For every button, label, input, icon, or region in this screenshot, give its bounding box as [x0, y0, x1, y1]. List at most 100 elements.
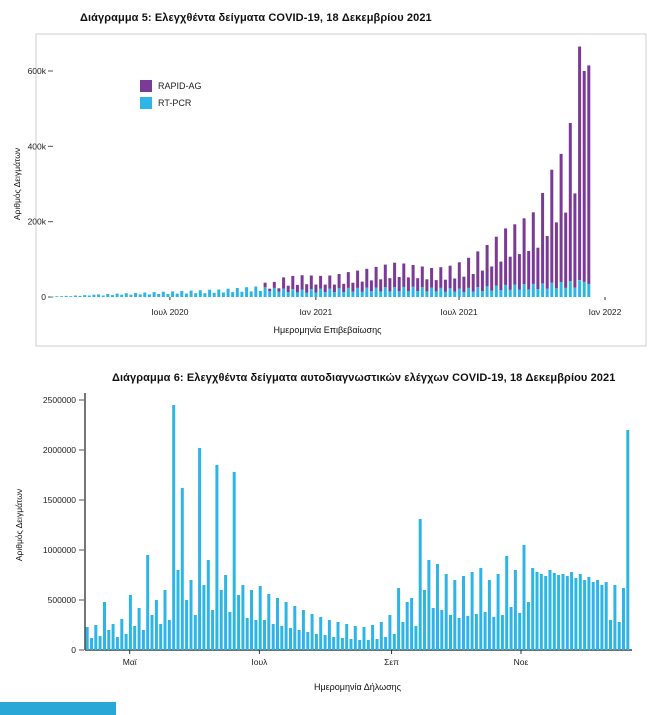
bar-samples — [453, 580, 457, 650]
bar-rt-pcr — [531, 283, 535, 297]
bar-rt-pcr — [536, 289, 540, 297]
bar-rt-pcr — [314, 292, 318, 297]
bar-rapid-ag — [476, 251, 480, 288]
bar-rt-pcr — [184, 293, 188, 297]
bar-rt-pcr — [134, 292, 138, 297]
bar-samples — [353, 626, 357, 650]
bar-rt-pcr — [527, 289, 531, 297]
bar-rapid-ag — [578, 46, 582, 280]
bar-rt-pcr — [480, 291, 484, 297]
bar-rapid-ag — [467, 257, 471, 288]
bar-rt-pcr — [110, 295, 114, 297]
bar-rt-pcr — [309, 289, 313, 297]
bar-rapid-ag — [328, 275, 332, 289]
bar-rapid-ag — [527, 251, 531, 290]
bar-samples — [600, 585, 604, 650]
bar-rt-pcr — [120, 294, 124, 297]
bar-rt-pcr — [249, 291, 253, 297]
bar-rt-pcr — [69, 296, 73, 297]
bar-rt-pcr — [573, 287, 577, 297]
bar-samples — [604, 582, 608, 650]
y-tick-label: 400k — [28, 141, 47, 151]
bar-samples — [133, 626, 137, 650]
bar-rapid-ag — [504, 228, 508, 285]
bar-samples — [509, 607, 513, 650]
bar-samples — [457, 618, 461, 650]
bar-rt-pcr — [545, 288, 549, 297]
bar-samples — [613, 585, 617, 650]
bar-rt-pcr — [286, 292, 290, 297]
bar-samples — [552, 573, 556, 650]
bar-rapid-ag — [305, 284, 309, 293]
bar-rt-pcr — [129, 294, 133, 297]
bar-rapid-ag — [397, 277, 401, 292]
legend-label-rapid-ag: RAPID-AG — [158, 81, 202, 91]
bar-samples — [85, 627, 89, 650]
bar-samples — [107, 630, 111, 650]
bar-rt-pcr — [517, 289, 521, 297]
bar-samples — [284, 602, 288, 650]
bar-rapid-ag — [319, 275, 323, 289]
bar-rt-pcr — [221, 292, 225, 297]
y-tick-label: 0 — [41, 292, 46, 302]
bar-rt-pcr — [212, 292, 216, 297]
y-axis-title: Αριθμός Δειγμάτων — [12, 148, 22, 220]
bar-rt-pcr — [453, 291, 457, 297]
bar-rapid-ag — [337, 274, 341, 289]
bar-rapid-ag — [295, 284, 299, 293]
bar-samples — [496, 574, 500, 650]
legend-label-rt-pcr: RT-PCR — [158, 98, 192, 108]
bar-rapid-ag — [522, 218, 526, 285]
bar-rt-pcr — [504, 284, 508, 297]
bar-rt-pcr — [402, 286, 406, 297]
bar-samples — [258, 586, 262, 650]
bar-rt-pcr — [124, 293, 128, 297]
bar-rt-pcr — [203, 293, 207, 297]
bar-samples — [427, 560, 431, 650]
bar-rapid-ag — [582, 71, 586, 282]
y-tick-label: 2000000 — [43, 445, 76, 455]
bar-rapid-ag — [453, 278, 457, 292]
x-axis-title: Ημερομηνία Δήλωσης — [314, 682, 402, 692]
bar-samples — [154, 600, 158, 650]
bar-samples — [410, 598, 414, 650]
bar-rt-pcr — [568, 281, 572, 297]
bar-rt-pcr — [430, 287, 434, 297]
bar-rt-pcr — [411, 286, 415, 297]
chart6-canvas: 0 500000 1000000 1500000 2000000 2500000 Μαϊ Ιο… — [14, 393, 632, 692]
bar-samples — [280, 626, 284, 650]
bar-rapid-ag — [531, 212, 535, 284]
x-axis-title: Ημερομηνία Επιβεβαίωσης — [274, 325, 383, 335]
bar-rt-pcr — [147, 294, 151, 297]
bar-rapid-ag — [499, 261, 503, 291]
bar-rapid-ag — [360, 281, 364, 292]
bar-rt-pcr — [83, 295, 87, 297]
legend-item-rapid-ag: RAPID-AG — [140, 80, 202, 92]
chart5-canvas: 0 200k 400k 600k Ιουλ 2020 Ιαν 2021 Ιουλ 2021 Ι… — [12, 33, 647, 347]
bar-samples — [578, 574, 582, 650]
bar-rt-pcr — [60, 296, 64, 297]
x-tick-label: Νοε — [514, 657, 529, 667]
bar-samples — [94, 625, 98, 650]
bar-rapid-ag — [439, 267, 443, 288]
bar-samples — [591, 582, 595, 650]
bar-rapid-ag — [383, 264, 387, 288]
bar-rapid-ag — [388, 278, 392, 292]
bar-samples — [172, 405, 176, 650]
bar-rapid-ag — [541, 193, 545, 284]
y-tick-label: 600k — [28, 66, 47, 76]
bar-rapid-ag — [342, 283, 346, 293]
bar-samples — [397, 588, 401, 650]
bar-samples — [587, 577, 591, 650]
bar-rapid-ag — [277, 288, 281, 292]
bar-rt-pcr — [64, 295, 68, 297]
bar-rt-pcr — [554, 288, 558, 297]
bar-rt-pcr — [189, 290, 193, 297]
bar-rapid-ag — [545, 236, 549, 289]
bar-samples — [358, 640, 362, 650]
bar-rt-pcr — [194, 293, 198, 297]
bar-rt-pcr — [175, 293, 179, 297]
bar-rt-pcr — [541, 283, 545, 297]
y-tick-label: 1500000 — [43, 495, 76, 505]
y-tick-label: 500000 — [48, 595, 77, 605]
